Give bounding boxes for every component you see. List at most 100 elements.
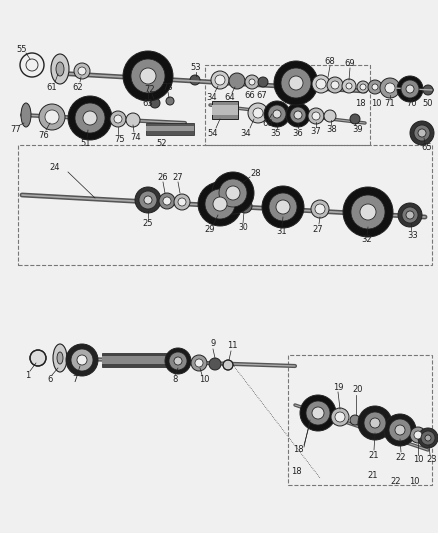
Circle shape <box>223 360 233 370</box>
Circle shape <box>342 79 356 93</box>
Circle shape <box>74 63 90 79</box>
Circle shape <box>384 414 416 446</box>
Circle shape <box>398 203 422 227</box>
Circle shape <box>311 200 329 218</box>
Circle shape <box>195 359 203 367</box>
Text: 52: 52 <box>157 139 167 148</box>
Text: 37: 37 <box>311 127 321 136</box>
Circle shape <box>229 73 245 89</box>
Text: 10: 10 <box>371 99 381 108</box>
Text: 51: 51 <box>81 139 91 148</box>
Circle shape <box>331 408 349 426</box>
Text: 27: 27 <box>313 224 323 233</box>
Circle shape <box>114 115 122 123</box>
Circle shape <box>163 197 171 205</box>
Circle shape <box>335 412 345 422</box>
Text: 22: 22 <box>396 453 406 462</box>
Text: 22: 22 <box>391 477 401 486</box>
Text: 54: 54 <box>208 128 218 138</box>
Circle shape <box>83 111 97 125</box>
Circle shape <box>166 97 174 105</box>
Circle shape <box>306 401 330 425</box>
Text: 33: 33 <box>408 230 418 239</box>
Text: 50: 50 <box>423 99 433 108</box>
Circle shape <box>258 77 268 87</box>
Circle shape <box>312 112 320 120</box>
Circle shape <box>410 427 426 443</box>
Text: 62: 62 <box>73 83 83 92</box>
Text: 70: 70 <box>407 99 417 108</box>
Circle shape <box>174 357 182 365</box>
Text: 31: 31 <box>277 227 287 236</box>
Text: 18: 18 <box>293 446 303 455</box>
Text: 18: 18 <box>355 99 365 108</box>
Circle shape <box>308 108 324 124</box>
Circle shape <box>249 79 255 85</box>
Text: 68: 68 <box>263 118 273 127</box>
Circle shape <box>331 81 339 89</box>
Text: 75: 75 <box>115 134 125 143</box>
Circle shape <box>410 121 434 145</box>
Circle shape <box>198 182 242 226</box>
Circle shape <box>248 103 268 123</box>
Circle shape <box>402 207 418 223</box>
Circle shape <box>245 75 259 89</box>
Circle shape <box>140 68 156 84</box>
Bar <box>212 105 238 115</box>
Bar <box>212 101 238 119</box>
Text: 8: 8 <box>172 376 178 384</box>
Text: 26: 26 <box>158 173 168 182</box>
Text: 30: 30 <box>238 223 248 232</box>
Circle shape <box>286 103 310 127</box>
Circle shape <box>219 179 247 207</box>
Circle shape <box>380 78 400 98</box>
Text: 38: 38 <box>327 125 337 134</box>
Circle shape <box>385 83 395 93</box>
Text: 19: 19 <box>333 383 343 392</box>
Circle shape <box>316 79 326 89</box>
Circle shape <box>273 110 281 118</box>
Circle shape <box>346 83 352 89</box>
Text: 27: 27 <box>173 173 184 182</box>
Text: 36: 36 <box>293 128 304 138</box>
Circle shape <box>262 186 304 228</box>
Circle shape <box>150 98 160 108</box>
Text: 34: 34 <box>241 128 251 138</box>
Circle shape <box>364 412 386 434</box>
Ellipse shape <box>51 54 69 84</box>
Circle shape <box>45 110 59 124</box>
Circle shape <box>66 344 98 376</box>
Text: 24: 24 <box>50 163 60 172</box>
Text: 53: 53 <box>191 62 201 71</box>
Circle shape <box>174 194 190 210</box>
Circle shape <box>126 113 140 127</box>
Bar <box>146 123 194 135</box>
Ellipse shape <box>57 352 63 364</box>
Circle shape <box>395 425 405 435</box>
Circle shape <box>414 431 422 439</box>
Circle shape <box>312 75 330 93</box>
Circle shape <box>281 68 311 98</box>
Circle shape <box>269 107 277 115</box>
Text: 35: 35 <box>271 128 281 138</box>
Bar <box>102 356 170 364</box>
Text: 7: 7 <box>72 376 78 384</box>
Circle shape <box>406 211 414 219</box>
Text: 1: 1 <box>25 372 31 381</box>
Circle shape <box>123 51 173 101</box>
Circle shape <box>368 80 382 94</box>
Circle shape <box>360 204 376 220</box>
Circle shape <box>315 204 325 214</box>
Circle shape <box>389 419 411 441</box>
Circle shape <box>357 81 369 93</box>
Circle shape <box>190 75 200 85</box>
Circle shape <box>351 195 385 229</box>
Circle shape <box>418 129 426 137</box>
Ellipse shape <box>53 344 67 372</box>
Text: 72: 72 <box>145 85 155 93</box>
Text: 39: 39 <box>353 125 363 134</box>
Circle shape <box>372 84 378 90</box>
Ellipse shape <box>56 62 64 76</box>
Circle shape <box>78 67 86 75</box>
Text: 65: 65 <box>422 143 432 152</box>
